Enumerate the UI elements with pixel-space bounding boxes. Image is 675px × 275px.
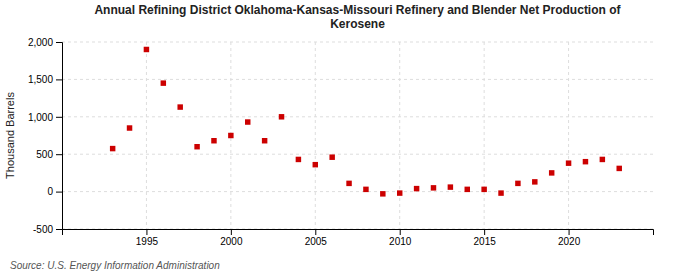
axis-line — [63, 230, 654, 236]
point — [566, 160, 571, 165]
point — [211, 138, 216, 143]
grid-line-y — [62, 116, 653, 117]
point — [515, 181, 520, 186]
tick-label: 2020 — [558, 236, 581, 247]
point — [481, 187, 486, 192]
tick-label: 2005 — [305, 236, 328, 247]
point — [583, 159, 588, 164]
tick-mark — [400, 229, 401, 235]
grid-line-y — [62, 42, 653, 43]
point — [329, 154, 334, 159]
tick-label: 500 — [36, 149, 53, 160]
tick: 1,500 — [28, 74, 62, 85]
point — [110, 146, 115, 151]
point — [177, 104, 182, 109]
annotation: Source: U.S. Energy Information Administ… — [10, 260, 220, 271]
tick-label: 2,000 — [28, 37, 53, 48]
point — [228, 133, 233, 138]
tick-mark — [56, 117, 62, 118]
point — [380, 191, 385, 196]
tick-mark — [484, 229, 485, 235]
point — [363, 187, 368, 192]
tick-mark — [315, 229, 316, 235]
tick: 1995 — [136, 229, 159, 247]
point — [549, 170, 554, 175]
plot-area: 1995 2000 2005 2010 2015 2020 -500 0 500 1,000 1,5… — [28, 37, 654, 247]
tick-mark — [56, 192, 62, 193]
grid-line-x — [146, 42, 147, 229]
point — [498, 190, 503, 195]
point — [262, 138, 267, 143]
grid-line-y — [62, 154, 653, 155]
title: Annual Refining District Oklahoma-Kansas… — [94, 3, 621, 31]
tick-mark — [569, 229, 570, 235]
grid-line-x — [484, 42, 485, 229]
tick-label: 1995 — [136, 236, 159, 247]
tick-mark — [56, 42, 62, 43]
tick: 2000 — [220, 229, 243, 247]
tick: 2015 — [474, 229, 497, 247]
tick-mark — [56, 154, 62, 155]
grid — [62, 42, 653, 229]
grid-line-x — [399, 42, 400, 229]
x-axis: 1995 2000 2005 2010 2015 2020 — [63, 229, 654, 247]
point — [313, 162, 318, 167]
tick-label: 1,500 — [28, 74, 53, 85]
point — [346, 181, 351, 186]
title-line: Kerosene — [330, 17, 385, 31]
grid-line-x — [315, 42, 316, 229]
tick: 2020 — [558, 229, 581, 247]
tick-label: 2015 — [474, 236, 497, 247]
point — [616, 166, 621, 171]
point — [465, 187, 470, 192]
tick: 2,000 — [28, 37, 62, 48]
point — [279, 114, 284, 119]
point — [414, 186, 419, 191]
point — [431, 185, 436, 190]
grid-line-y — [62, 191, 653, 192]
chart-container: Annual Refining District Oklahoma-Kansas… — [0, 0, 675, 275]
tick-mark — [231, 229, 232, 235]
tick-mark — [146, 229, 147, 235]
title-line: Annual Refining District Oklahoma-Kansas… — [94, 3, 621, 17]
tick: 0 — [47, 186, 62, 197]
axis-line — [56, 43, 63, 230]
grid-line-x — [568, 42, 569, 229]
tick: 1,000 — [28, 112, 62, 123]
tick-label: 0 — [47, 186, 53, 197]
point — [448, 184, 453, 189]
y-axis: -500 0 500 1,000 1,500 2,000 — [28, 37, 63, 235]
tick: 500 — [36, 149, 62, 160]
point — [532, 179, 537, 184]
point — [161, 80, 166, 85]
point — [144, 47, 149, 52]
chart-svg: Annual Refining District Oklahoma-Kansas… — [0, 0, 675, 275]
tick-mark — [56, 229, 62, 230]
tick-label: 1,000 — [28, 112, 53, 123]
marks — [110, 47, 622, 197]
grid-line-y — [62, 79, 653, 80]
point — [600, 157, 605, 162]
y-axis-label: Thousand Barrels — [4, 92, 16, 179]
point — [194, 144, 199, 149]
tick-label: 2000 — [220, 236, 243, 247]
point — [127, 125, 132, 130]
tick-mark — [56, 79, 62, 80]
point — [296, 157, 301, 162]
tick: 2005 — [305, 229, 328, 247]
tick-label: 2010 — [389, 236, 412, 247]
tick-label: -500 — [33, 224, 53, 235]
tick: -500 — [33, 224, 62, 235]
tick: 2010 — [389, 229, 412, 247]
point — [245, 119, 250, 124]
point — [397, 190, 402, 195]
